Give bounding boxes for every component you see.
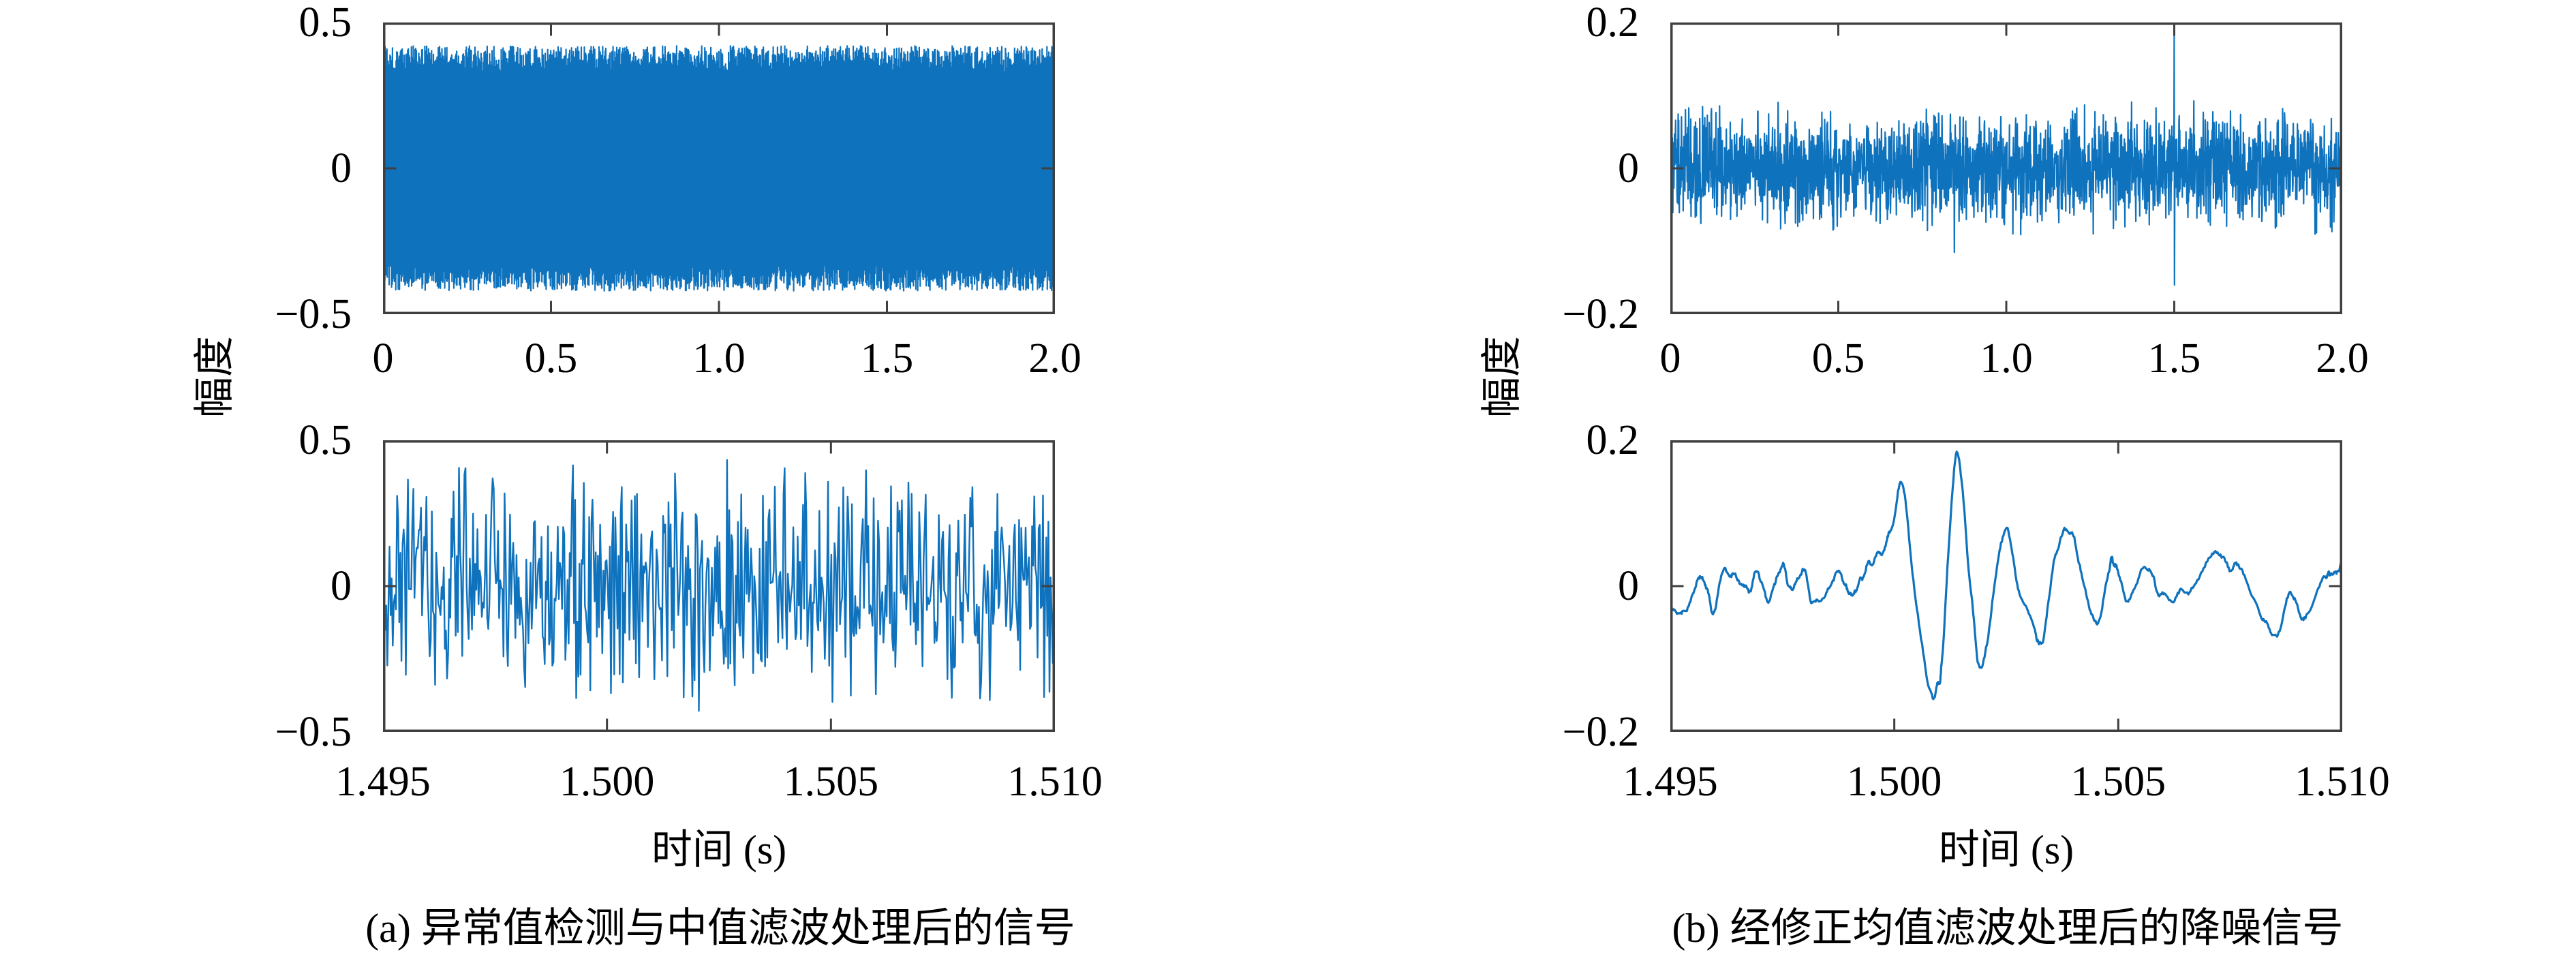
x-tick-label-a2: 1.495 [335,759,431,805]
axes-frame-a1 [383,22,1055,314]
subplot-b2 [1670,440,2342,732]
y-tick-label-b1: 0.2 [1586,0,1640,46]
plot-canvas-a2 [383,440,1055,732]
y-tick-label-b2: 0 [1618,563,1639,609]
x-tick-label-b2: 1.510 [2295,759,2390,805]
y-tick-label-b2: −0.2 [1562,709,1639,755]
signal-trace-a2 [383,459,1055,712]
y-tick-label-b1: 0 [1618,145,1639,192]
ylabel-column-b: 幅度 [1479,336,1524,418]
plot-canvas-b2 [1670,440,2342,732]
axes-frame-a2 [383,440,1055,732]
x-tick-label-b1: 2.0 [2316,335,2369,382]
x-tick-label-b2: 1.495 [1623,759,1718,805]
y-tick-label-b2: 0.2 [1586,417,1640,463]
y-tick-label-a2: 0.5 [298,417,352,463]
y-tick-label-b1: −0.2 [1562,291,1639,337]
signal-trace-a1 [383,45,1055,292]
caption-subfigure-a: (a) 异常值检测与中值滤波处理后的信号 [365,906,1075,951]
x-tick-label-a2: 1.500 [559,759,655,805]
signal-trace-b2 [1670,450,2342,701]
x-tick-label-b1: 1.5 [2147,335,2201,382]
y-tick-label-a2: −0.5 [275,709,352,755]
y-tick-label-a2: 0 [331,563,352,609]
x-tick-label-a2: 1.510 [1007,759,1103,805]
x-tick-label-a2: 1.505 [783,759,879,805]
y-tick-label-a1: −0.5 [275,291,352,337]
x-tick-label-b1: 0 [1659,335,1681,382]
plot-canvas-b1 [1670,22,2342,314]
xlabel-column-b: 时间 (s) [1938,827,2074,872]
caption-subfigure-b: (b) 经修正均值滤波处理后的降噪信号 [1672,906,2344,951]
y-tick-label-a1: 0.5 [298,0,352,46]
x-tick-label-b1: 0.5 [1811,335,1865,382]
x-tick-label-a1: 1.0 [692,335,746,382]
x-tick-label-b1: 1.0 [1980,335,2033,382]
signal-trace-b1 [1670,33,2342,286]
axes-frame-b2 [1670,440,2342,732]
x-tick-label-a1: 0.5 [524,335,578,382]
x-tick-label-b2: 1.505 [2070,759,2166,805]
ylabel-column-a: 幅度 [192,336,237,418]
x-tick-label-b2: 1.500 [1846,759,1942,805]
x-tick-label-a1: 1.5 [860,335,914,382]
axes-frame-b1 [1670,22,2342,314]
plot-canvas-a1 [383,22,1055,314]
x-tick-label-a1: 0 [372,335,394,382]
subplot-b1 [1670,22,2342,314]
x-tick-label-a1: 2.0 [1028,335,1082,382]
subplot-a2 [383,440,1055,732]
xlabel-column-a: 时间 (s) [651,827,787,872]
subplot-a1 [383,22,1055,314]
y-tick-label-a1: 0 [331,145,352,192]
